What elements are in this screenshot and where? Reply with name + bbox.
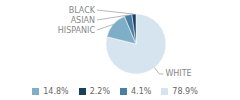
html-text:14.8%: 14.8% — [43, 87, 69, 96]
html-text:78.9%: 78.9% — [172, 87, 198, 96]
svg-text:HISPANIC: HISPANIC — [58, 26, 96, 35]
svg-text:BLACK: BLACK — [69, 6, 96, 15]
html-text:4.1%: 4.1% — [131, 87, 152, 96]
svg-text:WHITE: WHITE — [165, 69, 191, 78]
html-text:2.2%: 2.2% — [89, 87, 110, 96]
svg-text:ASIAN: ASIAN — [71, 16, 95, 25]
